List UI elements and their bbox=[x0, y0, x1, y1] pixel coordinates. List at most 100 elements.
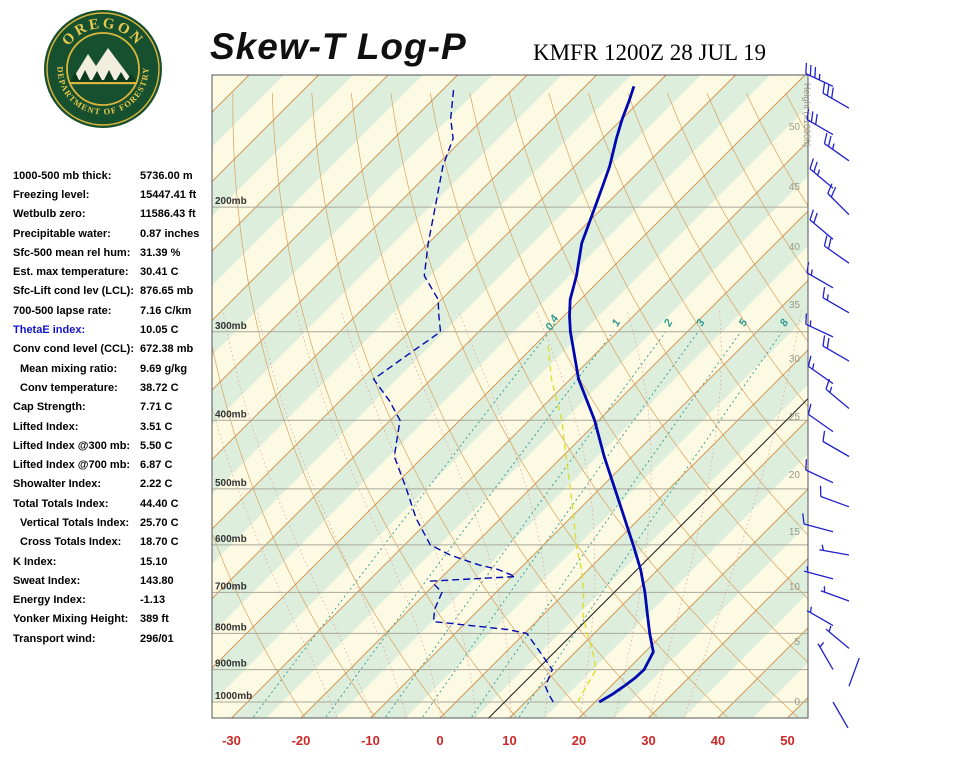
stat-row: Lifted Index: 3.51 C bbox=[13, 417, 213, 436]
stat-label: Vertical Totals Index: bbox=[20, 516, 130, 529]
stat-label: Cross Totals Index: bbox=[20, 536, 122, 549]
stats-panel: 1000-500 mb thick: 5736.00 m Freezing leve… bbox=[13, 166, 213, 648]
stat-label: Sfc-Lift cond lev (LCL): bbox=[13, 285, 134, 298]
stat-value: 18.70 C bbox=[140, 536, 179, 549]
stat-row: Est. max temperature: 30.41 C bbox=[13, 262, 213, 281]
stat-value: 44.40 C bbox=[140, 497, 179, 510]
stat-value: 672.38 mb bbox=[140, 343, 194, 356]
temp-axis-label: 10 bbox=[502, 733, 516, 748]
pressure-label: 500mb bbox=[215, 478, 247, 489]
height-label: 20 bbox=[789, 470, 801, 481]
logo-ground-line bbox=[69, 82, 137, 85]
stat-label: K Index: bbox=[13, 555, 57, 568]
height-label: 10 bbox=[789, 582, 801, 593]
stat-row: Yonker Mixing Height: 389 ft bbox=[13, 610, 213, 629]
height-label: 0 bbox=[794, 697, 800, 708]
wind-barb bbox=[825, 378, 850, 409]
stat-row: Precipitable water: 0.87 inches bbox=[13, 224, 213, 243]
height-label: 40 bbox=[789, 242, 801, 253]
odf-logo-svg: OREGON DEPARTMENT OF FORESTRY bbox=[44, 10, 162, 128]
height-axis-title: Height (x1000ft) bbox=[802, 83, 812, 147]
stat-label: Yonker Mixing Height: bbox=[13, 613, 129, 626]
stat-row: Sweat Index: 143.80 bbox=[13, 571, 213, 590]
stat-value: 7.16 C/km bbox=[140, 304, 192, 317]
wind-barb bbox=[805, 62, 834, 87]
stat-row: Mean mixing ratio: 9.69 g/kg bbox=[13, 359, 213, 378]
temp-axis-label: 40 bbox=[711, 733, 725, 748]
stat-row: Total Totals Index: 44.40 C bbox=[13, 494, 213, 513]
stat-row: Transport wind: 296/01 bbox=[13, 629, 213, 648]
pressure-label: 700mb bbox=[215, 581, 247, 592]
mixing-ratio-label: 3 bbox=[694, 317, 707, 328]
stat-row: Showalter Index: 2.22 C bbox=[13, 475, 213, 494]
pressure-label: 900mb bbox=[215, 659, 247, 670]
wind-barb bbox=[822, 430, 850, 458]
logo-gold-ring bbox=[46, 12, 160, 126]
pressure-label: 800mb bbox=[215, 622, 247, 633]
wind-barb bbox=[819, 544, 850, 556]
stat-label: Total Totals Index: bbox=[13, 497, 109, 510]
stat-value: 296/01 bbox=[140, 632, 174, 645]
stat-value: 5736.00 m bbox=[140, 169, 193, 182]
stat-value: 3.51 C bbox=[140, 420, 173, 433]
height-label: 15 bbox=[789, 527, 801, 538]
wetbulb-line bbox=[547, 341, 597, 703]
height-label: 50 bbox=[789, 122, 801, 133]
wind-barb bbox=[827, 183, 850, 216]
stat-row: Conv cond level (CCL): 672.38 mb bbox=[13, 340, 213, 359]
stat-label: 700-500 lapse rate: bbox=[13, 304, 112, 317]
mixing-ratio-label: 1 bbox=[610, 317, 623, 328]
wind-barb bbox=[802, 513, 834, 533]
temp-axis-label: 20 bbox=[572, 733, 586, 748]
stat-label: Lifted Index @700 mb: bbox=[13, 459, 131, 472]
temp-axis-label: 50 bbox=[780, 733, 794, 748]
pressure-label: 1000mb bbox=[215, 691, 252, 702]
stat-row: K Index: 15.10 bbox=[13, 552, 213, 571]
stat-row: Cross Totals Index: 18.70 C bbox=[13, 533, 213, 552]
stat-row: 700-500 lapse rate: 7.16 C/km bbox=[13, 301, 213, 320]
wind-barb bbox=[807, 355, 834, 385]
stat-label: ThetaE index: bbox=[13, 324, 86, 337]
stat-label: 1000-500 mb thick: bbox=[13, 169, 112, 182]
station-header: KMFR 1200Z 28 JUL 19 bbox=[533, 40, 766, 65]
stat-label: Lifted Index: bbox=[13, 420, 79, 433]
stat-value: 9.69 g/kg bbox=[140, 362, 188, 375]
stat-value: 11586.43 ft bbox=[140, 208, 196, 221]
stat-row: Energy Index: -1.13 bbox=[13, 591, 213, 610]
stat-value: 6.87 C bbox=[140, 459, 173, 472]
stat-label: Showalter Index: bbox=[13, 478, 102, 491]
height-label: 5 bbox=[794, 637, 800, 648]
stat-label: Lifted Index @300 mb: bbox=[13, 439, 131, 452]
stat-label: Conv cond level (CCL): bbox=[13, 343, 135, 356]
pressure-label: 600mb bbox=[215, 534, 247, 545]
wind-barb bbox=[848, 657, 860, 687]
logo-trees-icon bbox=[70, 70, 136, 82]
wind-barb bbox=[817, 642, 834, 670]
wind-barb bbox=[825, 625, 850, 649]
stat-label: Freezing level: bbox=[13, 188, 90, 201]
page-title: Skew-T Log-P bbox=[210, 26, 467, 67]
stat-value: 38.72 C bbox=[140, 381, 179, 394]
stat-value: 7.71 C bbox=[140, 401, 173, 414]
wind-barb bbox=[819, 485, 850, 508]
wind-barb bbox=[832, 701, 849, 729]
wind-barb bbox=[807, 403, 834, 433]
plot-grid bbox=[212, 75, 808, 718]
temp-axis-label: -20 bbox=[292, 733, 311, 748]
pressure-label: 300mb bbox=[215, 321, 247, 332]
odf-logo: OREGON DEPARTMENT OF FORESTRY bbox=[42, 8, 164, 130]
stat-row: Vertical Totals Index: 25.70 C bbox=[13, 513, 213, 532]
stat-value: 0.87 inches bbox=[140, 227, 200, 240]
temp-axis-label: -30 bbox=[222, 733, 241, 748]
pressure-label: 400mb bbox=[215, 409, 247, 420]
stat-value: -1.13 bbox=[140, 594, 166, 607]
stat-value: 5.50 C bbox=[140, 439, 173, 452]
stat-value: 389 ft bbox=[140, 613, 169, 626]
reference-isotherm-line bbox=[488, 397, 808, 718]
wind-barb bbox=[806, 108, 834, 136]
logo-inner-ring bbox=[66, 32, 140, 106]
height-label: 30 bbox=[789, 354, 801, 365]
stat-label: Est. max temperature: bbox=[13, 266, 129, 279]
pressure-label: 200mb bbox=[215, 196, 247, 207]
